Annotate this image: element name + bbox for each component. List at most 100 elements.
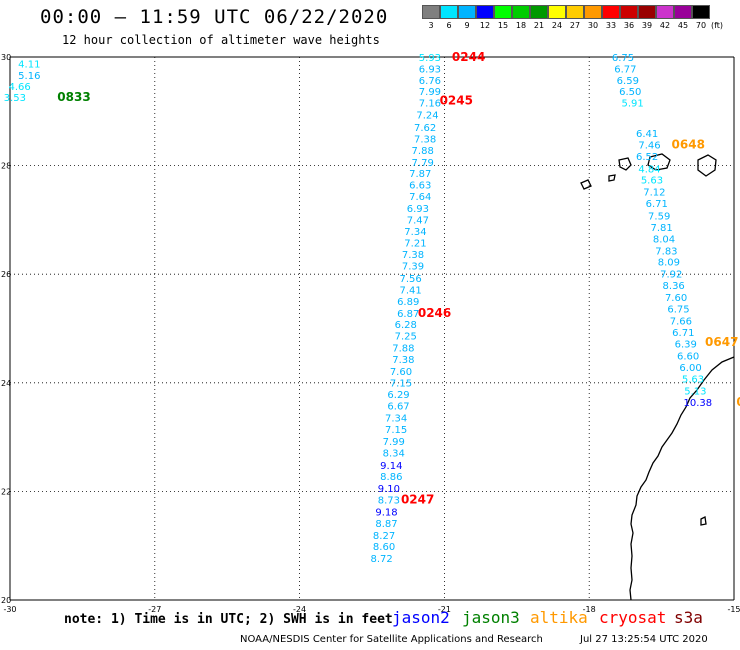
color-swatch — [584, 5, 602, 19]
wave-height-point: 6.41 — [636, 129, 658, 140]
wave-height-point: 9.18 — [375, 507, 397, 518]
wave-height-point: 6.75 — [612, 53, 634, 64]
color-scale-labels: 3 6 9 12 15 18 21 24 27 30 33 36 39 42 45 70 — [422, 21, 710, 30]
wave-height-point: 7.38 — [402, 250, 424, 261]
wave-height-point: 6.29 — [387, 390, 409, 401]
wave-height-point: 7.21 — [404, 239, 426, 250]
color-scale-label: 36 — [623, 21, 635, 30]
color-scale-label: 33 — [605, 21, 617, 30]
wave-height-point: 6.71 — [646, 199, 668, 210]
color-swatch — [692, 5, 710, 19]
lon-tick-label: -27 — [148, 605, 161, 614]
lat-tick-label: 22 — [1, 487, 11, 496]
lon-tick-label: -24 — [293, 605, 306, 614]
wave-height-point: 7.34 — [385, 414, 407, 425]
color-swatch — [674, 5, 692, 19]
color-scale-label: 27 — [569, 21, 581, 30]
wave-height-point: 7.88 — [412, 146, 434, 157]
lat-tick-label: 28 — [1, 162, 11, 171]
coastline — [580, 153, 735, 601]
wave-height-point: 7.62 — [414, 123, 436, 134]
wave-height-point: 7.15 — [390, 378, 412, 389]
lat-tick-label: 30 — [1, 53, 11, 62]
color-scale-label: 3 — [428, 21, 434, 30]
wave-height-point: 6.87 — [397, 309, 419, 320]
wave-height-point: 6.52 — [636, 152, 658, 163]
wave-height-point: 7.38 — [392, 355, 414, 366]
wave-height-point: 8.60 — [373, 542, 395, 553]
wave-height-point: 7.60 — [665, 293, 687, 304]
wave-height-point: 5.63 — [641, 176, 663, 187]
page-subtitle: 12 hour collection of altimeter wave hei… — [62, 33, 380, 47]
wave-height-point: 7.79 — [412, 158, 434, 169]
legend-jason3: jason3 — [462, 608, 520, 627]
wave-height-point: 9.10 — [378, 484, 400, 495]
wave-height-point: 6.77 — [614, 64, 636, 75]
wave-height-point: 7.41 — [399, 285, 421, 296]
wave-height-point: 6.75 — [667, 304, 689, 315]
pass-time-label: 0646 — [736, 395, 740, 409]
lon-tick-label: -21 — [438, 605, 451, 614]
color-scale-label: 9 — [464, 21, 470, 30]
wave-height-point: 7.99 — [419, 87, 441, 98]
wave-height-point: 5.91 — [622, 99, 644, 110]
pass-time-label: 0246 — [418, 306, 451, 320]
color-scale-label: 24 — [551, 21, 563, 30]
wave-height-point: 6.39 — [675, 340, 697, 351]
wave-height-point: 7.15 — [385, 425, 407, 436]
color-swatch — [620, 5, 638, 19]
color-scale-unit: (ft) — [711, 21, 724, 30]
color-scale-label: 45 — [677, 21, 689, 30]
wave-height-point: 7.83 — [655, 246, 677, 257]
credit-line: NOAA/NESDIS Center for Satellite Applica… — [240, 634, 543, 645]
wave-height-point: 4.84 — [638, 164, 660, 175]
wave-height-point: 9.14 — [380, 461, 402, 472]
wave-height-point: 6.71 — [672, 328, 694, 339]
wave-height-point: 5.93 — [419, 53, 441, 64]
wave-height-point: 7.56 — [399, 274, 421, 285]
page-title: 00:00 – 11:59 UTC 06/22/2020 — [40, 6, 389, 28]
lon-tick-label: -30 — [3, 605, 16, 614]
wave-height-point: 7.92 — [660, 270, 682, 281]
wave-height-point: 8.04 — [653, 234, 675, 245]
pass-time-labels: 0833 0244 0648 0245 0246 0247 0647 0646 — [57, 50, 740, 507]
wave-height-point: 6.60 — [677, 352, 699, 363]
wave-height-point: 8.72 — [371, 554, 393, 565]
wave-height-point: 8.36 — [663, 281, 685, 292]
wave-height-point: 7.24 — [416, 111, 438, 122]
color-swatch — [476, 5, 494, 19]
pass-time-label: 0245 — [440, 93, 473, 107]
color-swatch — [494, 5, 512, 19]
pass-time-label: 0647 — [705, 335, 738, 349]
wave-height-point: 7.38 — [414, 134, 436, 145]
wave-height-point: 7.60 — [390, 367, 412, 378]
lat-tick-label: 26 — [1, 270, 11, 279]
color-swatch — [440, 5, 458, 19]
footer-note: note: 1) Time is in UTC; 2) SWH is in fe… — [64, 612, 393, 627]
wave-height-point: 8.87 — [375, 519, 397, 530]
legend-jason2: jason2 — [392, 608, 450, 627]
wave-height-point: 8.09 — [658, 258, 680, 269]
wave-height-point: 5.16 — [18, 71, 40, 82]
wave-height-point: 7.99 — [383, 437, 405, 448]
color-swatch — [422, 5, 440, 19]
color-swatch — [458, 5, 476, 19]
color-swatch — [548, 5, 566, 19]
wave-height-point: 6.93 — [407, 204, 429, 215]
lat-tick-label: 24 — [1, 379, 11, 388]
color-swatch — [566, 5, 584, 19]
legend-cryosat: cryosat — [599, 608, 667, 627]
legend-s3a: s3a — [674, 608, 703, 627]
color-swatch — [638, 5, 656, 19]
wave-height-point: 7.81 — [650, 223, 672, 234]
africa-coast — [629, 356, 735, 601]
color-swatch — [512, 5, 530, 19]
wave-height-point: 6.93 — [419, 64, 441, 75]
canary-island-4 — [580, 179, 592, 190]
wave-height-point: 8.86 — [380, 472, 402, 483]
altimeter-points: 4.115.164.663.535.936.936.767.997.167.24… — [4, 53, 712, 565]
color-swatch — [602, 5, 620, 19]
wave-height-point: 4.11 — [18, 60, 40, 71]
